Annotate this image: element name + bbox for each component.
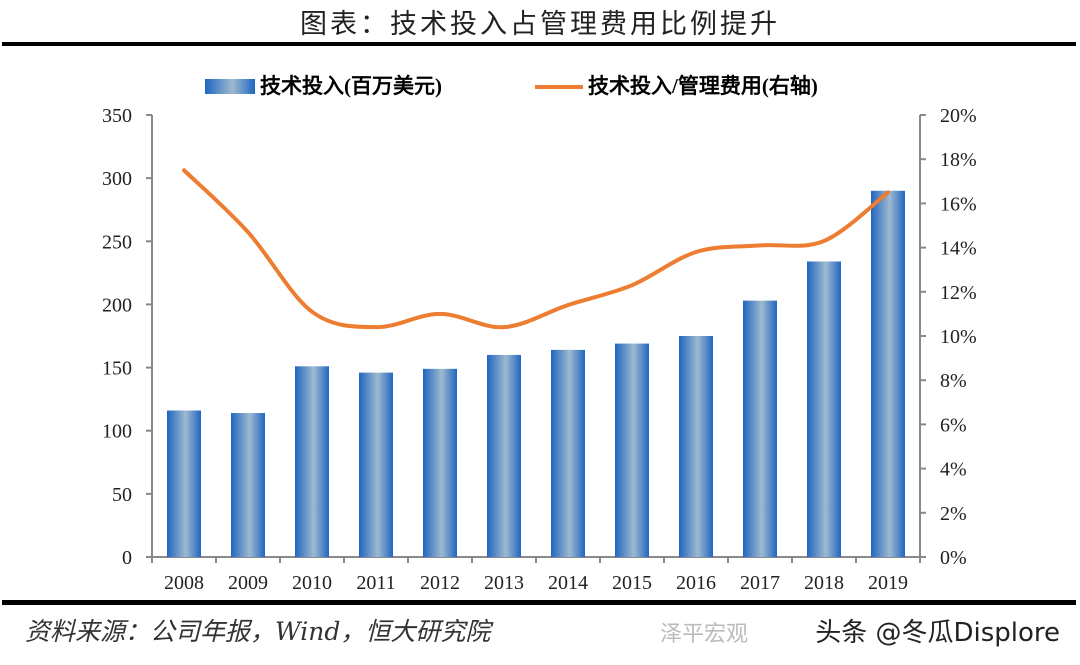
bar-2008 [167, 410, 201, 557]
right-tick-label: 2% [940, 503, 967, 525]
legend-line-label: 技术投入/管理费用(右轴) [588, 74, 818, 98]
bar-2017 [743, 300, 777, 557]
x-tick-label: 2014 [548, 572, 588, 594]
bar-2015 [615, 343, 649, 557]
right-tick-label: 10% [940, 326, 977, 348]
x-tick-label: 2018 [804, 572, 844, 594]
x-tick-label: 2016 [676, 572, 716, 594]
bar-2019 [871, 190, 905, 557]
watermark-logo: 泽平宏观 [660, 622, 749, 647]
left-tick-label: 150 [102, 358, 132, 380]
left-tick-label: 0 [122, 547, 132, 569]
x-tick-label: 2017 [740, 572, 780, 594]
right-tick-label: 12% [940, 282, 977, 304]
x-tick-label: 2019 [868, 572, 908, 594]
bar-2013 [487, 354, 521, 557]
left-tick-label: 250 [102, 231, 132, 253]
bar-2012 [423, 368, 457, 557]
right-tick-label: 16% [940, 193, 977, 215]
right-tick-label: 18% [940, 149, 977, 171]
x-tick-label: 2010 [292, 572, 332, 594]
bar-2014 [551, 349, 585, 557]
legend-bar-label: 技术投入(百万美元) [260, 74, 442, 98]
bar-2016 [679, 336, 713, 557]
right-tick-label: 8% [940, 370, 967, 392]
bar-2010 [295, 366, 329, 557]
right-tick-label: 14% [940, 238, 977, 260]
watermark: 头条 @冬瓜Displore [815, 618, 1060, 648]
bottom-rule [2, 600, 1076, 605]
left-tick-label: 350 [102, 105, 132, 127]
ratio-line [182, 168, 890, 330]
bar-2009 [231, 413, 265, 557]
x-tick-label: 2015 [612, 572, 652, 594]
chart: 技术投入(百万美元) 技术投入/管理费用(右轴) 0 50 100 150 200 250… [102, 74, 977, 594]
x-tick-label: 2013 [484, 572, 524, 594]
figure-title: 图表：技术投入占管理费用比例提升 [300, 9, 780, 40]
left-tick-label: 100 [102, 421, 132, 443]
right-tick-label: 6% [940, 414, 967, 436]
left-tick-label: 200 [102, 294, 132, 316]
source-note: 资料来源：公司年报，Wind，恒大研究院 [25, 617, 491, 646]
left-tick-label: 50 [112, 484, 132, 506]
bar-2018 [807, 261, 841, 557]
left-tick-label: 300 [102, 168, 132, 190]
top-rule [2, 42, 1076, 46]
x-tick-label: 2009 [228, 572, 268, 594]
legend: 技术投入(百万美元) 技术投入/管理费用(右轴) [205, 74, 818, 98]
x-tick-label: 2008 [164, 572, 204, 594]
right-tick-label: 20% [940, 105, 977, 127]
bar-2011 [359, 372, 393, 557]
right-tick-label: 0% [940, 547, 967, 569]
right-tick-label: 4% [940, 459, 967, 481]
legend-bar-swatch [205, 79, 255, 94]
x-tick-label: 2011 [356, 572, 395, 594]
x-tick-label: 2012 [420, 572, 460, 594]
